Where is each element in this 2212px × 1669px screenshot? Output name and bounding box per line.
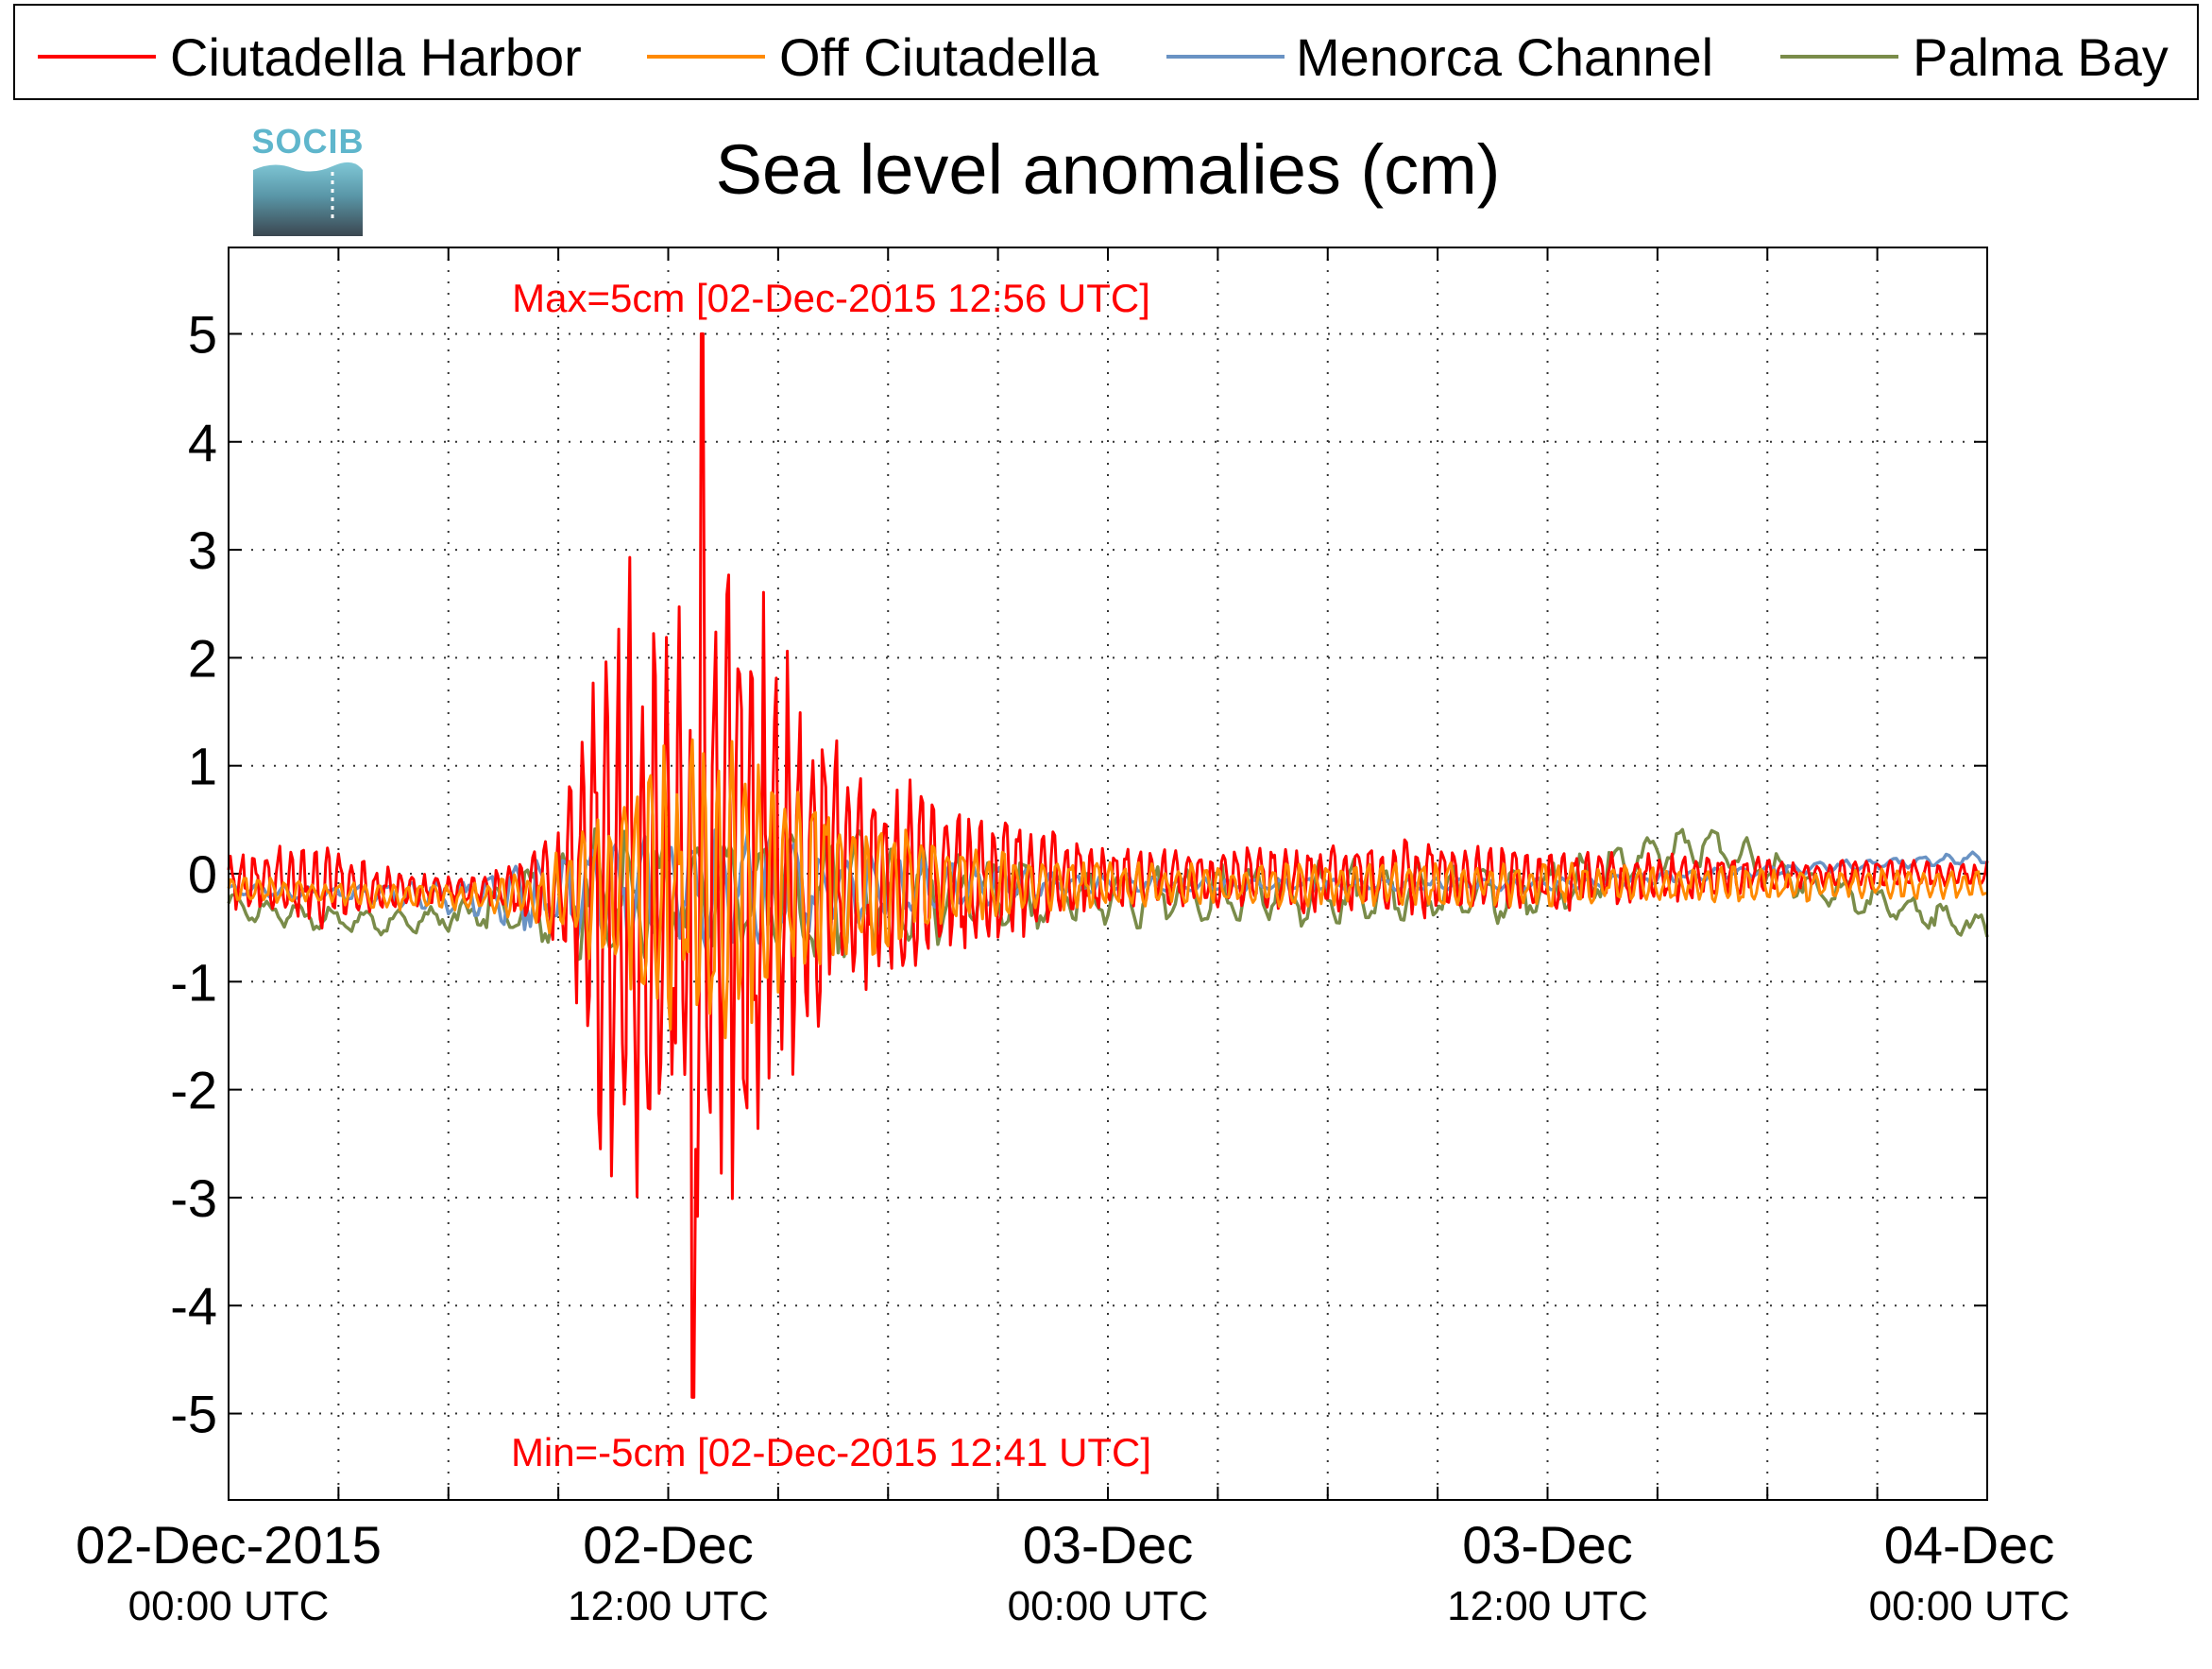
x-tick-label-date: 03-Dec xyxy=(1462,1515,1633,1575)
legend: Ciutadella Harbor Off Ciutadella Menorca… xyxy=(13,4,2199,100)
y-tick-labels: 5 4 3 2 1 0 -1 -2 -3 -4 -5 xyxy=(170,304,217,1443)
legend-label-ciutadella-harbor: Ciutadella Harbor xyxy=(170,27,582,87)
y-tick-label: 5 xyxy=(188,304,217,364)
y-tick-label: -4 xyxy=(170,1276,217,1336)
legend-label-palma-bay: Palma Bay xyxy=(1913,27,2169,87)
legend-box xyxy=(13,4,2199,100)
chart-title: Sea level anomalies (cm) xyxy=(716,130,1501,209)
max-annotation: Max=5cm [02-Dec-2015 12:56 UTC] xyxy=(512,276,1150,320)
x-tick-label-date: 03-Dec xyxy=(1023,1515,1194,1575)
y-tick-label: 3 xyxy=(188,520,217,580)
legend-label-menorca-channel: Menorca Channel xyxy=(1296,27,1713,87)
x-tick-label-time: 12:00 UTC xyxy=(568,1583,769,1629)
plot-frame xyxy=(228,247,1988,1501)
y-tick-label: -2 xyxy=(170,1061,217,1120)
min-annotation: Min=-5cm [02-Dec-2015 12:41 UTC] xyxy=(511,1430,1151,1474)
series-layer xyxy=(227,332,1989,1399)
x-tick-label-time: 00:00 UTC xyxy=(1008,1583,1209,1629)
socib-logo: SOCIB xyxy=(251,122,364,236)
x-tick-label-date: 02-Dec-2015 xyxy=(76,1515,382,1575)
x-tick-label-time: 00:00 UTC xyxy=(128,1583,330,1629)
y-tick-label: 4 xyxy=(188,413,217,472)
x-tick-label-date: 04-Dec xyxy=(1884,1515,2055,1575)
logo-wave-block xyxy=(253,162,363,236)
y-tick-label: -5 xyxy=(170,1385,217,1444)
series-line-ciutadella-harbor xyxy=(227,332,1989,1399)
y-tick-label: 2 xyxy=(188,628,217,688)
y-tick-label: -3 xyxy=(170,1168,217,1228)
x-tick-label-time: 00:00 UTC xyxy=(1869,1583,2070,1629)
x-tick-labels: 02-Dec-2015 00:00 UTC 02-Dec 12:00 UTC 03-De… xyxy=(76,1515,2069,1629)
y-tick-label: 0 xyxy=(188,844,217,904)
series-line-off-ciutadella xyxy=(227,738,1988,1040)
y-tick-label: 1 xyxy=(188,737,217,796)
logo-text: SOCIB xyxy=(251,122,364,161)
legend-label-off-ciutadella: Off Ciutadella xyxy=(779,27,1099,87)
grid xyxy=(229,247,1987,1500)
y-tick-label: -1 xyxy=(170,952,217,1012)
x-tick-label-time: 12:00 UTC xyxy=(1447,1583,1648,1629)
x-tick-label-date: 02-Dec xyxy=(583,1515,754,1575)
